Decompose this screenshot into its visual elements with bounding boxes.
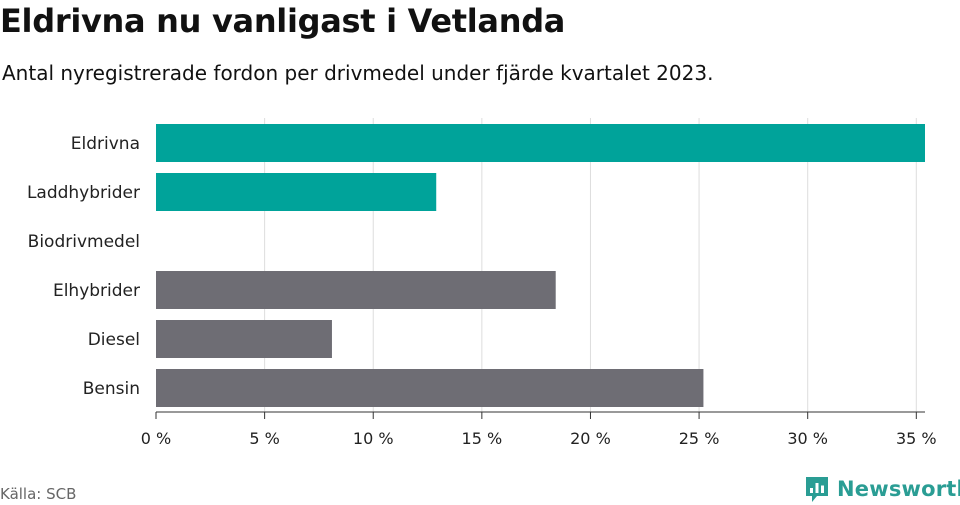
chart-title: Eldrivna nu vanligast i Vetlanda: [0, 2, 566, 40]
x-tick-label: 25 %: [679, 429, 720, 448]
bar-chart: Eldrivna Laddhybrider Biodrivmedel Elhybrid…: [27, 118, 937, 448]
category-label: Diesel: [88, 330, 140, 350]
brand-logo: Newsworthy: [804, 474, 960, 504]
bar-bensin: [156, 369, 704, 407]
bar-diesel: [156, 320, 332, 358]
bar-elhybrider: [156, 271, 556, 309]
category-labels: Eldrivna Laddhybrider Biodrivmedel Elhybrid…: [27, 134, 140, 399]
brand-name: Newsworthy: [837, 477, 960, 501]
bar-eldrivna: [156, 124, 925, 162]
x-tick-label: 5 %: [249, 429, 279, 448]
x-tick-label: 15 %: [462, 429, 503, 448]
source-note: Källa: SCB: [0, 485, 77, 503]
category-label: Biodrivmedel: [28, 232, 140, 252]
bar-laddhybrider: [156, 173, 437, 211]
x-tick-label: 30 %: [787, 429, 828, 448]
chart-subtitle: Antal nyregistrerade fordon per drivmede…: [2, 61, 714, 85]
x-tick-label: 35 %: [896, 429, 937, 448]
newsworthy-chart-icon: [806, 477, 828, 502]
x-tick-label: 20 %: [570, 429, 611, 448]
category-label: Elhybrider: [53, 281, 140, 301]
category-label: Eldrivna: [71, 134, 140, 154]
x-tick-label: 0 %: [141, 429, 171, 448]
category-label: Laddhybrider: [27, 183, 140, 203]
x-axis: 0 % 5 % 10 % 15 % 20 % 25 % 30 % 35 %: [141, 411, 937, 448]
gridlines: [264, 118, 917, 412]
x-tick-label: 10 %: [353, 429, 394, 448]
category-label: Bensin: [83, 379, 140, 399]
bars: [156, 124, 925, 407]
